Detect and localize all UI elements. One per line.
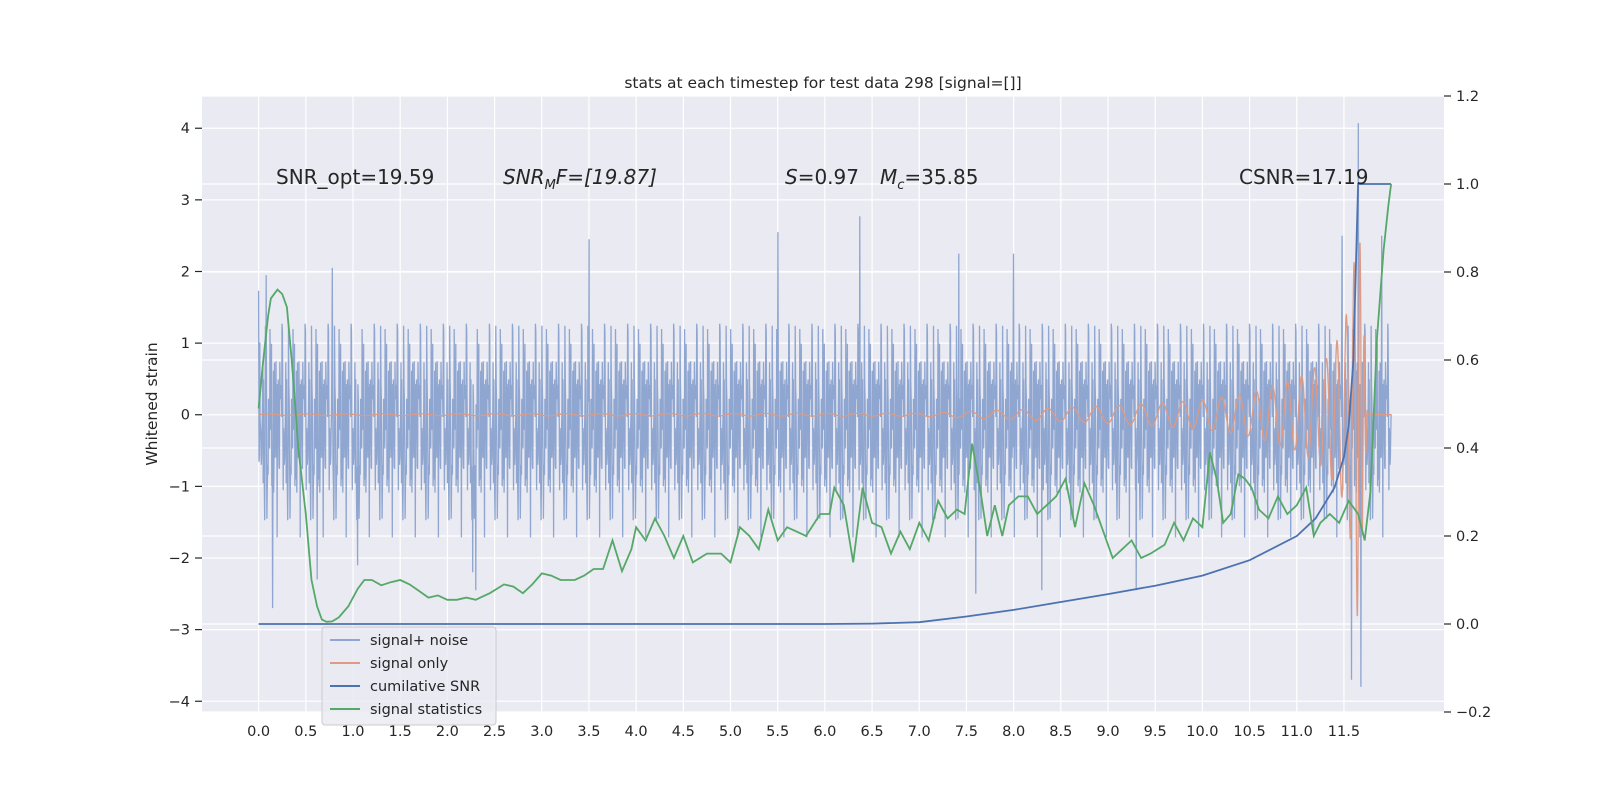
legend-label-signal-noise: signal+ noise bbox=[370, 633, 468, 649]
y-tick-label: −3 bbox=[169, 623, 190, 639]
annotation-s-symbol: S bbox=[785, 165, 798, 189]
x-tick-label: 5.5 bbox=[766, 724, 789, 740]
y2-tick-label: 0.6 bbox=[1456, 353, 1479, 369]
y2-axis: −0.2 0.0 0.2 0.4 0.6 0.8 1.0 1.2 bbox=[1444, 89, 1491, 721]
annotation-snr-mf-value: F=[19.87] bbox=[556, 165, 657, 189]
annotation-snr-mf-symbol: SNR bbox=[503, 165, 545, 189]
x-tick-label: 11.5 bbox=[1328, 724, 1360, 740]
legend-box bbox=[321, 626, 497, 726]
y2-tick-label: 0.8 bbox=[1456, 265, 1479, 281]
y2-tick-label: 0.0 bbox=[1456, 617, 1479, 633]
y-tick-label: −4 bbox=[169, 694, 190, 710]
series-signal-only-line bbox=[258, 242, 1392, 617]
annotation-snr-opt: SNR_opt=19.59 bbox=[276, 165, 434, 189]
x-tick-label: 7.0 bbox=[908, 724, 931, 740]
annotation-s: S=0.97 bbox=[785, 165, 859, 189]
annotation-mc-symbol: M bbox=[880, 165, 897, 189]
y-tick-label: 3 bbox=[181, 193, 190, 209]
x-tick-label: 9.0 bbox=[1096, 724, 1119, 740]
annotation-snr-mf: SNRMF=[19.87] bbox=[503, 165, 657, 193]
x-tick-label: 1.5 bbox=[389, 724, 412, 740]
y-tick-label: −2 bbox=[169, 551, 190, 567]
legend-label-signal-only: signal only bbox=[370, 656, 449, 672]
y2-tick-label: −0.2 bbox=[1456, 705, 1491, 721]
x-tick-label: 2.5 bbox=[483, 724, 506, 740]
x-tick-label: 11.0 bbox=[1281, 724, 1313, 740]
x-tick-label: 4.0 bbox=[625, 724, 648, 740]
y2-tick-label: 1.0 bbox=[1456, 177, 1479, 193]
y2-tick-label: 0.2 bbox=[1456, 529, 1479, 545]
series-signal-noise-line bbox=[257, 123, 1392, 687]
y-tick-label: 2 bbox=[181, 264, 190, 280]
annotation-snr-mf-subscript: M bbox=[545, 178, 556, 193]
x-tick-label: 10.0 bbox=[1186, 724, 1218, 740]
y2-tick-label: 0.4 bbox=[1456, 441, 1479, 457]
series-layer bbox=[257, 123, 1392, 687]
x-tick-label: 0.5 bbox=[294, 724, 317, 740]
x-tick-label: 9.5 bbox=[1144, 724, 1167, 740]
x-tick-label: 1.0 bbox=[341, 724, 364, 740]
annotation-mc-value: =35.85 bbox=[904, 165, 978, 189]
y-axis: −4 −3 −2 −1 0 1 2 3 4 bbox=[169, 121, 202, 710]
y-tick-label: 4 bbox=[181, 121, 190, 137]
x-tick-label: 3.5 bbox=[577, 724, 600, 740]
x-tick-label: 0.0 bbox=[247, 724, 270, 740]
y-tick-label: −1 bbox=[169, 479, 190, 495]
annotation-mc-subscript: c bbox=[897, 178, 904, 193]
y2-tick-label: 1.2 bbox=[1456, 89, 1479, 105]
x-tick-label: 7.5 bbox=[955, 724, 978, 740]
annotation-s-value: =0.97 bbox=[798, 165, 859, 189]
y-axis-label: Whitened strain bbox=[143, 342, 161, 465]
annotation-csnr: CSNR=17.19 bbox=[1239, 165, 1369, 189]
y-tick-label: 0 bbox=[181, 408, 190, 424]
annotations: SNR_opt=19.59 SNRMF=[19.87] S=0.97 Mc=35… bbox=[276, 165, 1369, 193]
legend-label-cumulative-snr: cumilative SNR bbox=[370, 679, 480, 695]
legend: signal+ noise signal only cumilative SNR… bbox=[321, 626, 497, 726]
chart-title: stats at each timestep for test data 298… bbox=[624, 74, 1021, 92]
x-tick-label: 6.5 bbox=[861, 724, 884, 740]
x-tick-label: 5.0 bbox=[719, 724, 742, 740]
x-tick-label: 10.5 bbox=[1233, 724, 1265, 740]
x-tick-label: 6.0 bbox=[813, 724, 836, 740]
x-tick-label: 3.0 bbox=[530, 724, 553, 740]
annotation-mc: Mc=35.85 bbox=[880, 165, 978, 193]
x-tick-label: 2.0 bbox=[436, 724, 459, 740]
series-cumulative-snr-line bbox=[258, 183, 1392, 625]
x-tick-label: 8.5 bbox=[1049, 724, 1072, 740]
series-signal-statistics-line bbox=[257, 183, 1392, 623]
x-tick-label: 4.5 bbox=[672, 724, 695, 740]
y-tick-label: 1 bbox=[181, 336, 190, 352]
annotation-snr-mf-f: F=[19.87] bbox=[556, 165, 657, 189]
legend-label-signal-statistics: signal statistics bbox=[370, 702, 482, 718]
x-axis: 0.0 0.5 1.0 1.5 2.0 2.5 3.0 3.5 4.0 4.5 5.0 5.5 6.0 6… bbox=[247, 724, 1360, 740]
x-tick-label: 8.0 bbox=[1002, 724, 1025, 740]
